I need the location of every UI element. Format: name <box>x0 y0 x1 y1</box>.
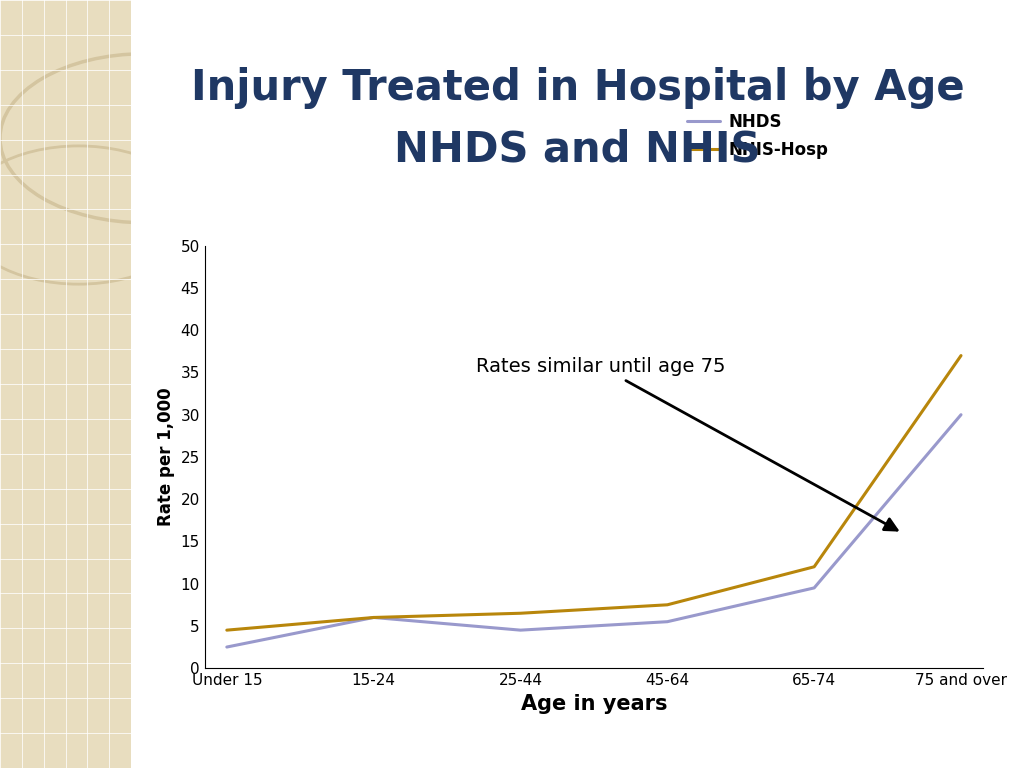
Text: NHDS and NHIS: NHDS and NHIS <box>394 129 761 170</box>
Text: Rates similar until age 75: Rates similar until age 75 <box>476 357 897 530</box>
NHDS <box>808 584 820 593</box>
NHIS-Hosp <box>808 562 820 571</box>
NHDS <box>514 625 526 634</box>
NHIS-Hosp <box>368 613 380 622</box>
Legend: NHDS, NHIS-Hosp: NHDS, NHIS-Hosp <box>680 106 835 166</box>
Line: NHIS-Hosp: NHIS-Hosp <box>227 356 961 630</box>
NHDS <box>662 617 674 627</box>
Y-axis label: Rate per 1,000: Rate per 1,000 <box>157 388 175 526</box>
NHIS-Hosp <box>514 608 526 617</box>
NHIS-Hosp <box>221 625 233 634</box>
NHDS <box>954 410 967 419</box>
Line: NHDS: NHDS <box>227 415 961 647</box>
NHIS-Hosp <box>954 351 967 360</box>
X-axis label: Age in years: Age in years <box>520 694 668 713</box>
NHDS <box>368 613 380 622</box>
NHIS-Hosp <box>662 601 674 610</box>
NHDS <box>221 642 233 651</box>
Text: Injury Treated in Hospital by Age: Injury Treated in Hospital by Age <box>190 68 965 109</box>
